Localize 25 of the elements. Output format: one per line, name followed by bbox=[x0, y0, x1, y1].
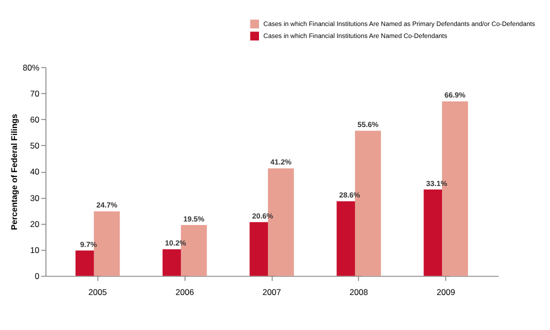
y-tick-label: 70 bbox=[30, 88, 40, 98]
y-tick-label: 60 bbox=[30, 114, 40, 125]
x-tick-label: 2005 bbox=[88, 286, 108, 297]
y-tick-label: 40 bbox=[30, 166, 40, 177]
data-label: 28.6% bbox=[339, 190, 361, 200]
data-label: 41.2% bbox=[270, 158, 292, 167]
data-label: 9.7% bbox=[80, 240, 98, 249]
y-tick-label: 20 bbox=[30, 218, 40, 229]
data-label: 55.6% bbox=[357, 120, 379, 130]
data-label: 10.2% bbox=[165, 238, 186, 248]
y-axis-title: Percentage of Federal Filings bbox=[9, 114, 20, 230]
x-tick-label: 2009 bbox=[436, 286, 456, 297]
x-tick-label: 2006 bbox=[175, 286, 194, 297]
x-tick-label: 2008 bbox=[350, 286, 368, 297]
y-tick-label: 0 bbox=[34, 271, 40, 282]
x-tick-label: 2007 bbox=[262, 286, 282, 297]
y-tick-label: 50 bbox=[30, 140, 40, 151]
data-label: 24.7% bbox=[96, 200, 118, 210]
y-tick-label: 10 bbox=[30, 244, 40, 255]
data-label: 66.9% bbox=[444, 90, 466, 100]
data-label: 33.1% bbox=[426, 178, 448, 188]
y-tick-label: 30 bbox=[30, 192, 40, 203]
data-label: 19.5% bbox=[183, 214, 205, 224]
y-tick-label: 80% bbox=[22, 62, 40, 72]
data-label: 20.6% bbox=[252, 211, 274, 220]
